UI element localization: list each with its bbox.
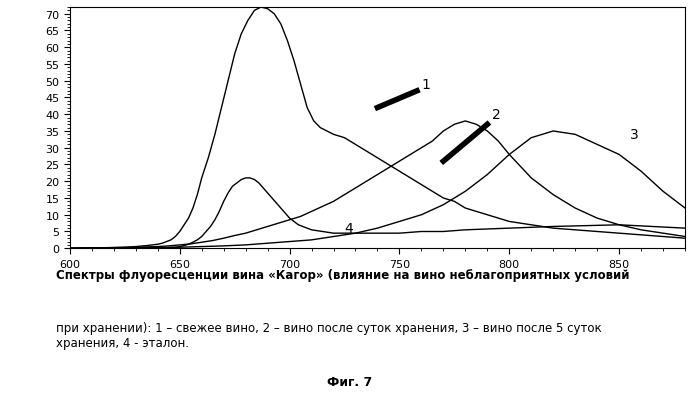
Text: 3: 3: [630, 128, 639, 142]
Text: при хранении): 1 – свежее вино, 2 – вино после суток хранения, 3 – вино после 5 : при хранении): 1 – свежее вино, 2 – вино…: [56, 321, 602, 349]
Text: 1: 1: [421, 78, 431, 91]
Text: Спектры флуоресценции вина «Кагор» (влияние на вино неблагоприятных условий: Спектры флуоресценции вина «Кагор» (влия…: [56, 269, 629, 282]
Text: 2: 2: [491, 108, 500, 122]
Text: Фиг. 7: Фиг. 7: [327, 375, 372, 388]
Text: 4: 4: [345, 221, 353, 235]
